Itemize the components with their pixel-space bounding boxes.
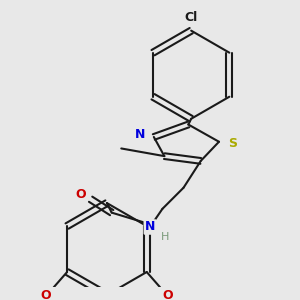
- Text: O: O: [76, 188, 86, 201]
- Text: N: N: [145, 220, 155, 233]
- Text: O: O: [163, 289, 173, 300]
- Text: H: H: [161, 232, 170, 242]
- Text: O: O: [41, 289, 51, 300]
- Text: S: S: [228, 137, 237, 150]
- Text: Cl: Cl: [184, 11, 198, 24]
- Text: N: N: [135, 128, 146, 141]
